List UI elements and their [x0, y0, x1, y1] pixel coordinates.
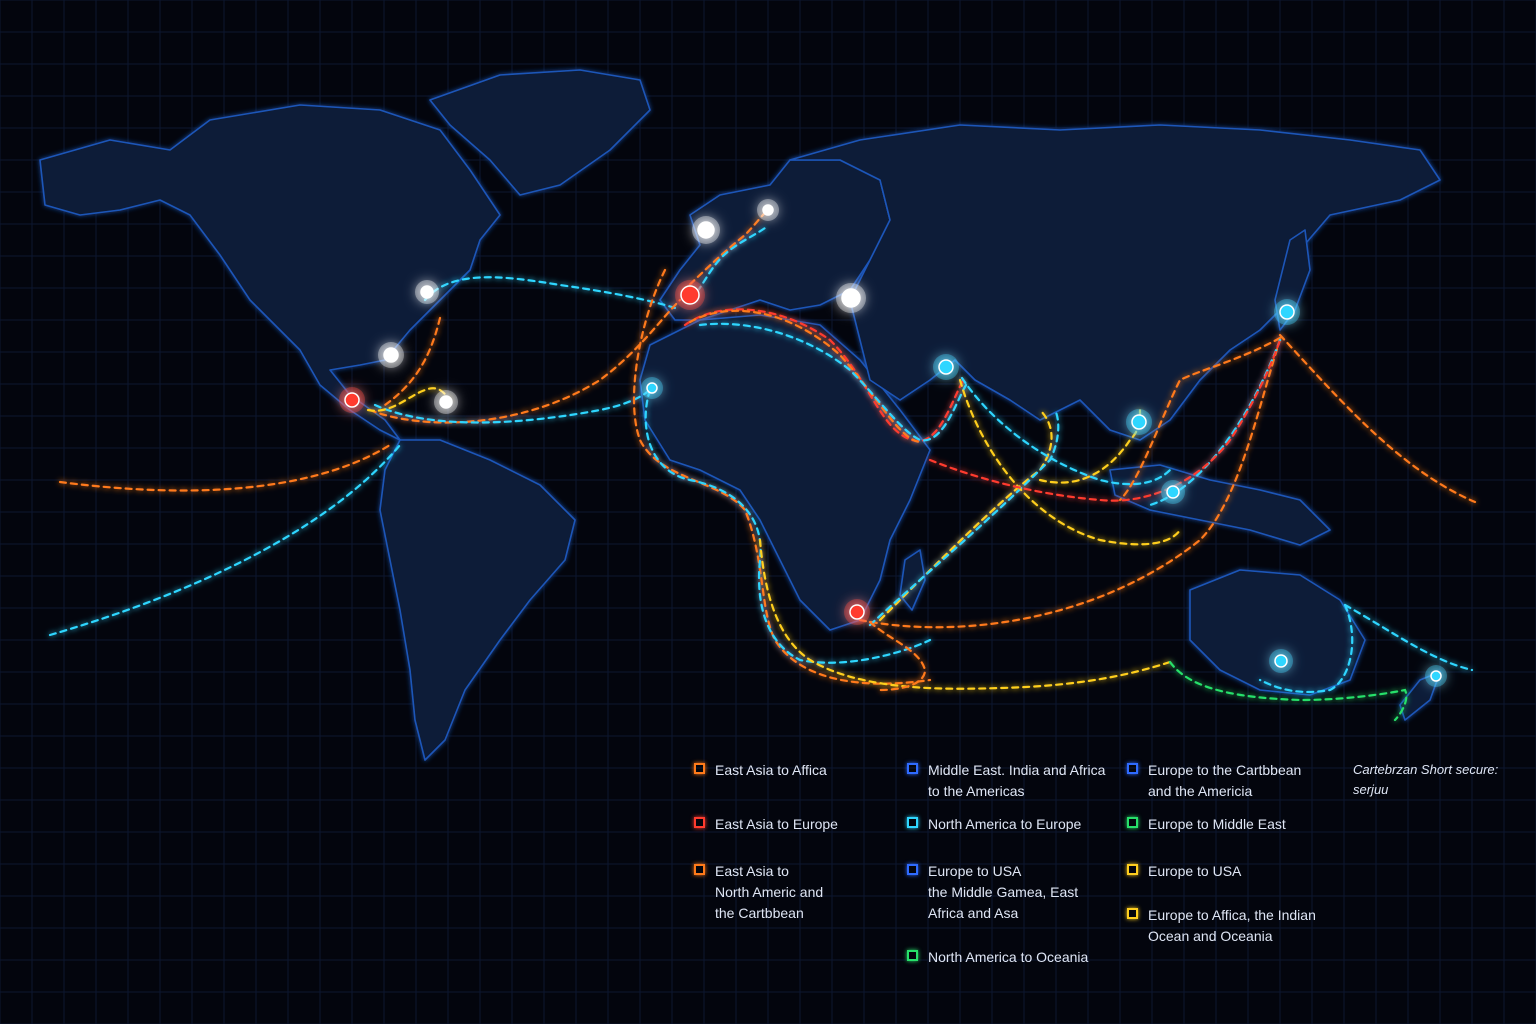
shipping-route-cyan: [1148, 338, 1282, 507]
white-port-marker: [434, 390, 458, 414]
legend-label: East Asia to Europe: [715, 816, 838, 832]
shipping-route-orange: [858, 338, 1282, 629]
legend-label: East Asia to Affica: [715, 762, 827, 778]
asia-landmass: [789, 124, 1441, 441]
shipping-route-yellow: [958, 378, 1182, 546]
legend-label: Middle East. India and Africa to the Ame…: [928, 762, 1106, 799]
legend-swatch: [907, 817, 918, 828]
port-dot: [1279, 304, 1295, 320]
cyan-port-marker: [1161, 480, 1185, 504]
legend-label: Europe to USA: [1148, 863, 1242, 879]
white-port-marker: [757, 199, 779, 221]
legend-swatch: [694, 763, 705, 774]
shipping-route-cyan: [48, 443, 402, 637]
legend-item-europe-to-africa-oceania: Europe to Affica, the Indian Ocean and O…: [1127, 905, 1316, 947]
legend-item-europe-to-caribbean: Europe to the Cartbbean and the Americia: [1127, 760, 1301, 802]
port-dot: [841, 288, 861, 308]
legend-label: Europe to Middle East: [1148, 816, 1286, 832]
shipping-route-orange: [58, 443, 392, 492]
port-dot: [383, 347, 399, 363]
legend-label: Europe to USA the Middle Gamea, East Afr…: [928, 863, 1079, 921]
shipping-route-red: [683, 308, 967, 443]
legend-note: Cartebrzan Short secure: serjuu: [1353, 762, 1499, 797]
legend-swatch: [694, 817, 705, 828]
legend-swatch: [907, 864, 918, 875]
legend-label: North America to Europe: [928, 816, 1082, 832]
port-dot: [420, 285, 434, 299]
legend-swatch: [1127, 763, 1138, 774]
shipping-route-orange: [868, 620, 927, 692]
red-port-marker: [339, 387, 365, 413]
legend-swatch: [1127, 817, 1138, 828]
port-dot: [1274, 654, 1288, 668]
port-dot: [697, 221, 715, 239]
legend-label: East Asia to North Americ and the Cartbb…: [715, 863, 824, 921]
white-port-marker: [836, 283, 866, 313]
legend-swatch: [1127, 864, 1138, 875]
port-dot: [849, 604, 865, 620]
legend-item-east-asia-to-africa: East Asia to Affica: [694, 760, 827, 781]
white-port-marker: [415, 280, 439, 304]
legend-label: North America to Oceania: [928, 949, 1089, 965]
south-america-landmass: [379, 439, 576, 761]
port-dot: [1430, 670, 1442, 682]
legend-item-east-asia-to-north-america: East Asia to North Americ and the Cartbb…: [694, 861, 823, 924]
greenland-landmass: [429, 69, 651, 196]
legend-item-north-america-to-europe: North America to Europe: [907, 814, 1081, 835]
port-dot: [646, 382, 658, 394]
port-dot: [439, 395, 453, 409]
cyan-port-marker: [1269, 649, 1293, 673]
shipping-route-cyan: [698, 322, 970, 442]
continents-layer: [39, 69, 1441, 761]
legend-swatch: [1127, 908, 1138, 919]
shipping-route-orange: [368, 298, 682, 424]
legend-swatch: [907, 763, 918, 774]
southeast-asia-islands: [1109, 464, 1331, 546]
shipping-route-orange: [688, 309, 922, 444]
australia-landmass: [1189, 569, 1366, 696]
red-port-marker: [675, 280, 705, 310]
port-dot: [1166, 485, 1180, 499]
cyan-port-marker: [933, 354, 959, 380]
shipping-route-yellow: [758, 538, 1172, 690]
legend-item-europe-to-usa-middle-east: Europe to USA the Middle Gamea, East Afr…: [907, 861, 1078, 924]
legend-label: Europe to Affica, the Indian Ocean and O…: [1148, 907, 1316, 944]
port-dot: [1131, 414, 1147, 430]
ports-layer: [339, 199, 1447, 687]
port-dot: [762, 204, 774, 216]
shipping-route-cyan: [1343, 603, 1474, 672]
shipping-route-orange: [1278, 333, 1477, 504]
shipping-route-green: [1168, 660, 1408, 722]
shipping-route-red: [928, 338, 1282, 502]
north-america-landmass: [39, 104, 501, 441]
legend-swatch: [907, 950, 918, 961]
shipping-route-cyan: [868, 408, 1060, 627]
shipping-route-cyan: [373, 386, 654, 424]
legend-item-north-america-to-oceania: North America to Oceania: [907, 947, 1088, 968]
cyan-port-marker: [641, 377, 663, 399]
port-dot: [938, 359, 954, 375]
shipping-route-cyan: [644, 388, 932, 664]
white-port-marker: [692, 216, 720, 244]
legend-item-middle-east-to-americas: Middle East. India and Africa to the Ame…: [907, 760, 1105, 802]
shipping-route-orange: [1118, 336, 1282, 502]
shipping-route-cyan: [960, 376, 1172, 486]
white-port-marker: [378, 342, 404, 368]
legend-label: Europe to the Cartbbean and the Americia: [1148, 762, 1302, 799]
legend-item-europe-to-middle-east: Europe to Middle East: [1127, 814, 1286, 835]
legend-item-europe-to-usa: Europe to USA: [1127, 861, 1241, 882]
shipping-route-cyan: [1258, 603, 1354, 694]
cyan-port-marker: [1274, 299, 1300, 325]
shipping-route-orange: [383, 316, 442, 407]
port-dot: [680, 285, 700, 305]
legend-item-east-asia-to-europe: East Asia to Europe: [694, 814, 838, 835]
cyan-port-marker: [1425, 665, 1447, 687]
legend-swatch: [694, 864, 705, 875]
cyan-port-marker: [1126, 409, 1152, 435]
shipping-route-orange: [632, 268, 932, 685]
red-port-marker: [844, 599, 870, 625]
shipping-route-cyan: [423, 276, 677, 310]
port-dot: [344, 392, 360, 408]
